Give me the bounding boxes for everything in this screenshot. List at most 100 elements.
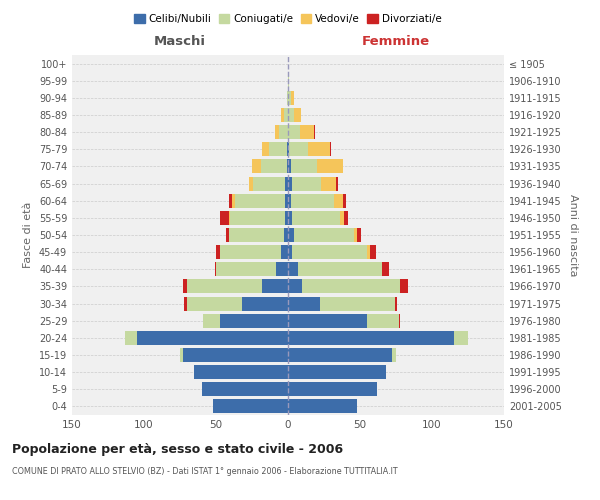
Bar: [291, 91, 294, 105]
Bar: [330, 142, 331, 156]
Bar: [292, 245, 367, 259]
Bar: [187, 296, 242, 310]
Text: Popolazione per età, sesso e stato civile - 2006: Popolazione per età, sesso e stato civil…: [12, 442, 343, 456]
Bar: [321, 176, 335, 190]
Bar: [288, 142, 289, 156]
Bar: [354, 228, 357, 242]
Bar: [220, 245, 281, 259]
Bar: [288, 74, 289, 88]
Bar: [262, 280, 288, 293]
Bar: [302, 280, 400, 293]
Bar: [242, 296, 288, 310]
Bar: [288, 365, 386, 379]
Bar: [288, 194, 291, 207]
Bar: [180, 348, 183, 362]
Bar: [288, 108, 294, 122]
Bar: [288, 331, 454, 345]
Y-axis label: Fasce di età: Fasce di età: [23, 202, 33, 268]
Bar: [288, 400, 357, 413]
Bar: [280, 125, 288, 139]
Bar: [288, 125, 299, 139]
Bar: [220, 314, 288, 328]
Bar: [291, 194, 334, 207]
Bar: [235, 194, 285, 207]
Bar: [288, 296, 320, 310]
Bar: [288, 262, 298, 276]
Bar: [183, 348, 288, 362]
Bar: [288, 91, 291, 105]
Bar: [370, 245, 376, 259]
Text: COMUNE DI PRATO ALLO STELVIO (BZ) - Dati ISTAT 1° gennaio 2006 - Elaborazione TU: COMUNE DI PRATO ALLO STELVIO (BZ) - Dati…: [12, 468, 398, 476]
Y-axis label: Anni di nascita: Anni di nascita: [568, 194, 578, 276]
Bar: [343, 194, 346, 207]
Bar: [125, 331, 137, 345]
Legend: Celibi/Nubili, Coniugati/e, Vedovi/e, Divorziati/e: Celibi/Nubili, Coniugati/e, Vedovi/e, Di…: [130, 10, 446, 28]
Bar: [294, 108, 301, 122]
Bar: [137, 331, 288, 345]
Bar: [187, 280, 262, 293]
Bar: [294, 228, 354, 242]
Bar: [202, 382, 288, 396]
Bar: [229, 228, 284, 242]
Bar: [288, 160, 291, 173]
Bar: [288, 348, 392, 362]
Bar: [183, 280, 187, 293]
Bar: [299, 125, 314, 139]
Bar: [288, 228, 294, 242]
Bar: [357, 228, 361, 242]
Bar: [260, 160, 287, 173]
Bar: [317, 160, 343, 173]
Bar: [289, 142, 308, 156]
Bar: [216, 262, 277, 276]
Bar: [334, 194, 343, 207]
Bar: [308, 142, 330, 156]
Bar: [220, 211, 229, 225]
Bar: [226, 228, 229, 242]
Bar: [287, 160, 288, 173]
Bar: [340, 211, 344, 225]
Bar: [399, 314, 400, 328]
Bar: [281, 245, 288, 259]
Text: Femmine: Femmine: [362, 35, 430, 48]
Bar: [252, 160, 260, 173]
Bar: [344, 211, 349, 225]
Bar: [292, 211, 340, 225]
Bar: [400, 280, 407, 293]
Bar: [454, 331, 468, 345]
Bar: [288, 245, 292, 259]
Bar: [213, 400, 288, 413]
Bar: [262, 142, 269, 156]
Bar: [216, 245, 220, 259]
Bar: [277, 262, 288, 276]
Bar: [230, 211, 285, 225]
Bar: [281, 108, 284, 122]
Bar: [314, 125, 316, 139]
Bar: [367, 245, 370, 259]
Bar: [269, 142, 287, 156]
Bar: [229, 211, 230, 225]
Bar: [291, 160, 317, 173]
Bar: [194, 365, 288, 379]
Bar: [288, 314, 367, 328]
Bar: [184, 296, 187, 310]
Bar: [288, 382, 377, 396]
Bar: [335, 176, 338, 190]
Bar: [392, 348, 396, 362]
Bar: [287, 142, 288, 156]
Bar: [320, 296, 395, 310]
Bar: [232, 194, 235, 207]
Bar: [203, 314, 220, 328]
Bar: [249, 176, 253, 190]
Bar: [284, 228, 288, 242]
Bar: [288, 176, 292, 190]
Bar: [288, 280, 302, 293]
Bar: [253, 176, 285, 190]
Bar: [229, 194, 232, 207]
Bar: [395, 296, 397, 310]
Bar: [285, 194, 288, 207]
Bar: [367, 314, 399, 328]
Bar: [292, 176, 321, 190]
Bar: [298, 262, 382, 276]
Bar: [382, 262, 389, 276]
Bar: [284, 108, 288, 122]
